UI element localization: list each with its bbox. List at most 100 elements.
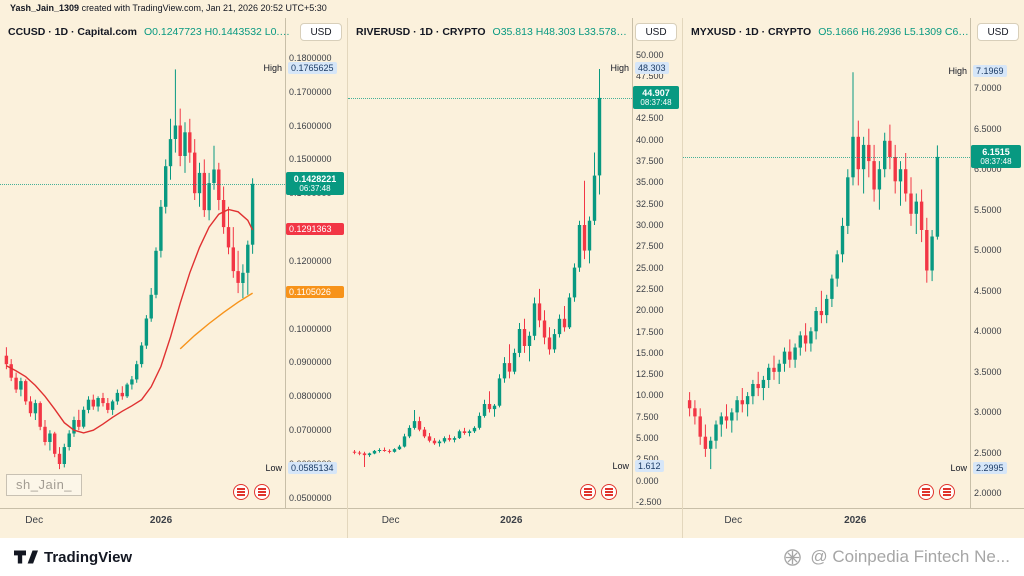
time-label: Dec (381, 515, 400, 526)
candle (798, 331, 802, 356)
candle (740, 388, 744, 413)
candle (159, 200, 163, 258)
candle (457, 429, 462, 439)
candle (572, 263, 577, 302)
candle (497, 374, 502, 408)
chart-panel-riverusd: RIVERUSD · 1D · CRYPTO O35.813 H48.303 L… (347, 18, 682, 538)
candle (377, 448, 382, 453)
low-label: Low (950, 463, 967, 474)
price-tick: 0.000 (636, 475, 659, 486)
price-axis-separator (285, 18, 286, 508)
candle (106, 398, 110, 414)
candle (819, 290, 824, 324)
candle (53, 431, 57, 458)
candle (197, 162, 202, 207)
ma-red-line (6, 208, 254, 434)
candle (597, 69, 602, 195)
price-tick: 10.000 (636, 390, 664, 401)
candle (756, 371, 760, 397)
coinpedia-credit: @ Coinpedia Fintech Ne... (783, 547, 1010, 567)
candle (898, 161, 903, 206)
candle (577, 220, 582, 272)
price-tick: 42.500 (636, 113, 664, 124)
candle (447, 434, 452, 442)
candle (532, 297, 537, 341)
candle (724, 404, 729, 429)
last-price-badge: 6.1515 08:37:48 (971, 144, 1021, 168)
candle (231, 227, 235, 278)
candle (687, 392, 692, 417)
currency-button[interactable]: USD (300, 23, 342, 41)
chart-panel-ccusd: CCUSD · 1D · Capital.com O0.1247723 H0.1… (0, 18, 347, 538)
price-tick: 4.0000 (974, 326, 1002, 337)
candle (417, 416, 422, 432)
ohlc-values: O5.1666 H6.2936 L5.1309 C6.1515 … (818, 25, 970, 38)
price-tick: 25.000 (636, 262, 664, 273)
price-tick: 0.0900000 (289, 357, 332, 368)
candle (587, 216, 592, 264)
currency-button[interactable]: USD (635, 23, 677, 41)
candle (767, 363, 771, 388)
candle (467, 429, 472, 437)
currency-button[interactable]: USD (977, 23, 1019, 41)
coinpedia-credit-text: @ Coinpedia Fintech Ne... (810, 547, 1010, 566)
candle (422, 427, 427, 439)
candle (793, 343, 797, 368)
symbol-title: CCUSD · 1D · Capital.com (8, 25, 137, 38)
candle (62, 443, 66, 468)
price-tick: 0.0700000 (289, 425, 332, 436)
indicator-price-badge: 0.1291363 (286, 223, 344, 235)
candle (24, 379, 28, 405)
last-price-line (0, 183, 285, 185)
candle (212, 145, 216, 190)
price-tick: 47.500 (636, 70, 664, 81)
candle (803, 323, 808, 352)
candle (67, 430, 71, 451)
candlestick-plot[interactable] (683, 18, 970, 538)
candle (357, 450, 362, 456)
candle (217, 162, 221, 211)
candle (19, 377, 23, 397)
candle (502, 357, 507, 383)
candle (872, 144, 876, 202)
candle (91, 394, 95, 410)
price-tick: 5.0000 (974, 245, 1002, 256)
candle (188, 118, 192, 163)
candle (835, 250, 839, 287)
candle (452, 436, 457, 443)
candle (437, 439, 442, 447)
price-tick: 7.0000 (974, 83, 1002, 94)
candle (168, 118, 173, 180)
price-tick: 0.1500000 (289, 154, 332, 165)
candlestick-plot[interactable] (348, 18, 632, 538)
ohlc-values: O35.813 H48.303 L33.578 C44.907 … (492, 25, 628, 38)
high-label: High (610, 62, 629, 73)
last-price-line (348, 97, 632, 99)
footer: TradingView @ Coinpedia Fintech Ne... (0, 538, 1024, 576)
red-circle-sticker-icon (918, 484, 934, 500)
candle (207, 172, 211, 221)
symbol-title: RIVERUSD · 1D · CRYPTO (356, 25, 486, 38)
candle (492, 404, 497, 417)
candle (427, 433, 432, 443)
candle (144, 315, 149, 349)
low-value: 1.612 (635, 459, 664, 472)
candle (48, 430, 52, 451)
candle (77, 409, 81, 431)
candle (72, 416, 76, 437)
time-label: Dec (25, 515, 44, 526)
candle (925, 217, 929, 283)
time-label: 2026 (500, 515, 523, 526)
candle (164, 159, 168, 214)
candle (703, 424, 708, 457)
tradingview-logo[interactable]: TradingView (14, 549, 132, 566)
price-tick: 17.500 (636, 326, 664, 337)
candlestick-plot[interactable] (0, 18, 285, 538)
low-label: Low (612, 460, 629, 471)
time-axis-line (683, 508, 1024, 509)
price-tick: 6.5000 (974, 123, 1002, 134)
price-tick: 22.500 (636, 283, 664, 294)
candle (101, 392, 105, 407)
candle (772, 355, 776, 380)
price-tick: 7.500 (636, 411, 659, 422)
